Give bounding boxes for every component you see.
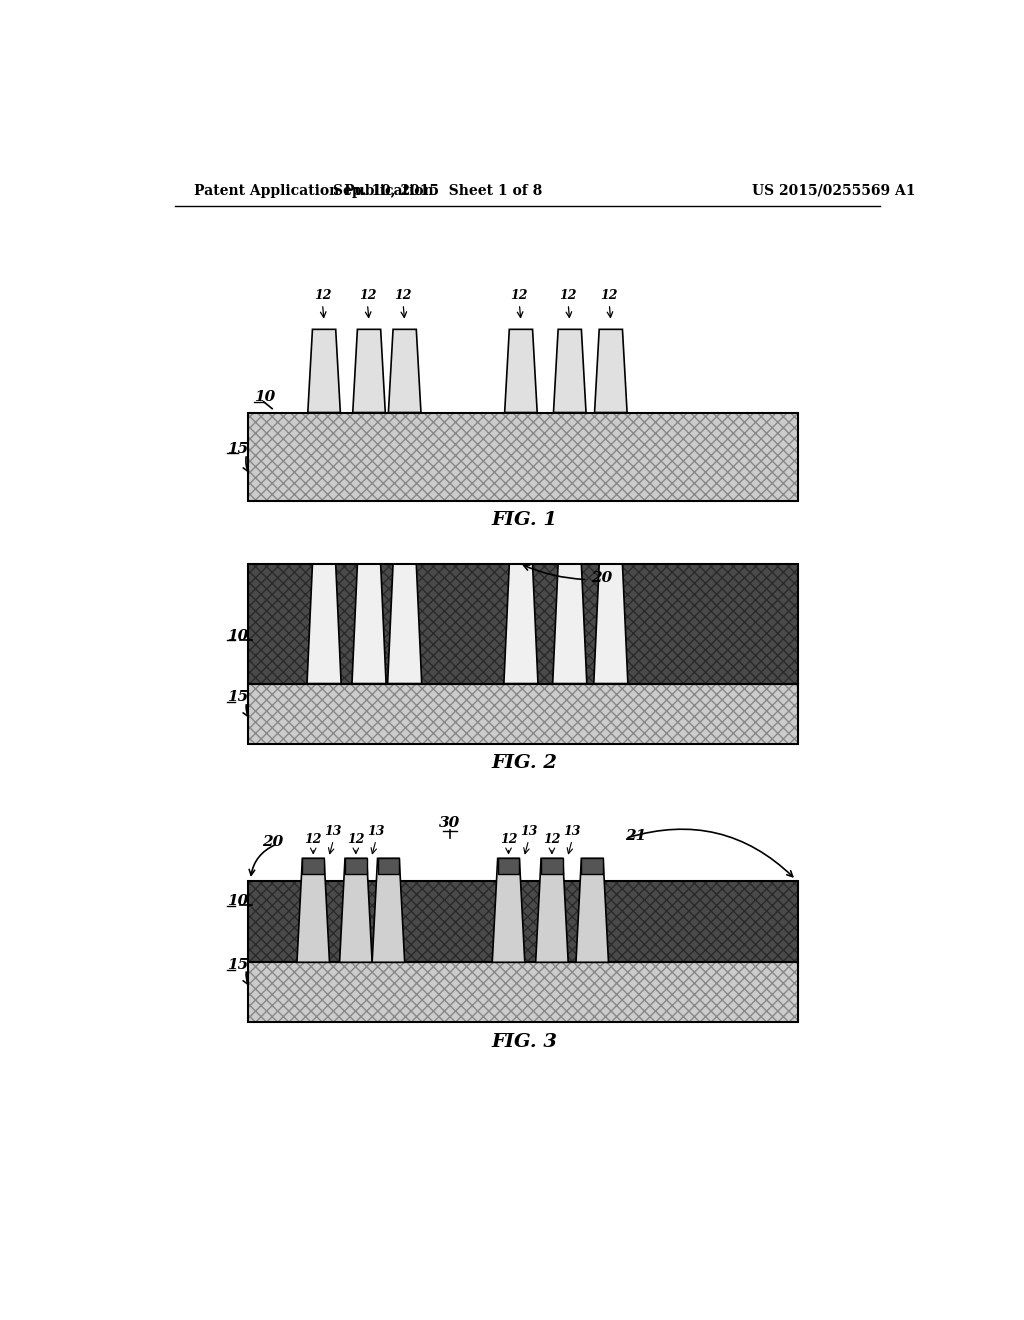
- Text: 12: 12: [500, 833, 517, 846]
- Bar: [248, 962, 799, 1022]
- Polygon shape: [554, 330, 586, 412]
- Bar: [248, 564, 799, 684]
- Bar: [248, 413, 799, 502]
- Text: FIG. 2: FIG. 2: [492, 754, 558, 772]
- Bar: [248, 684, 799, 743]
- Polygon shape: [505, 330, 538, 412]
- Bar: [248, 413, 799, 502]
- Text: 12: 12: [600, 289, 618, 302]
- Text: 12: 12: [543, 833, 561, 846]
- Text: 13: 13: [368, 825, 385, 838]
- Text: 13: 13: [563, 825, 581, 838]
- Text: 20: 20: [592, 572, 612, 585]
- Text: 13: 13: [520, 825, 538, 838]
- Polygon shape: [297, 858, 330, 962]
- Text: 21: 21: [626, 829, 647, 843]
- Polygon shape: [536, 858, 568, 962]
- Polygon shape: [372, 858, 404, 962]
- Polygon shape: [553, 564, 587, 684]
- Text: 30: 30: [439, 816, 460, 830]
- Bar: [248, 882, 799, 962]
- Polygon shape: [595, 330, 627, 412]
- Text: 12: 12: [313, 289, 332, 302]
- Bar: [498, 858, 519, 874]
- Bar: [345, 858, 367, 874]
- Text: 12: 12: [347, 833, 365, 846]
- Text: 12: 12: [511, 289, 528, 302]
- Polygon shape: [594, 564, 628, 684]
- Text: Sep. 10, 2015  Sheet 1 of 8: Sep. 10, 2015 Sheet 1 of 8: [334, 183, 543, 198]
- Polygon shape: [352, 564, 386, 684]
- Text: 12: 12: [304, 833, 322, 846]
- Polygon shape: [493, 858, 524, 962]
- Text: 12: 12: [358, 289, 376, 302]
- Text: 15: 15: [227, 958, 249, 973]
- Bar: [248, 962, 799, 1022]
- Polygon shape: [308, 330, 340, 412]
- Text: 10: 10: [254, 391, 274, 404]
- Text: 15: 15: [227, 442, 249, 455]
- Polygon shape: [388, 330, 421, 412]
- Bar: [248, 564, 799, 684]
- Bar: [302, 858, 324, 874]
- Polygon shape: [340, 858, 372, 962]
- Polygon shape: [352, 330, 385, 412]
- Text: 13: 13: [325, 825, 342, 838]
- Polygon shape: [575, 858, 608, 962]
- Text: 10: 10: [227, 895, 249, 908]
- Text: 10: 10: [227, 628, 249, 643]
- Text: 12: 12: [394, 289, 412, 302]
- Text: FIG. 1: FIG. 1: [492, 511, 558, 529]
- Bar: [582, 858, 603, 874]
- Bar: [248, 882, 799, 962]
- Polygon shape: [504, 564, 538, 684]
- Text: US 2015/0255569 A1: US 2015/0255569 A1: [752, 183, 915, 198]
- Text: 20: 20: [262, 836, 283, 849]
- Text: 15: 15: [227, 690, 249, 705]
- Polygon shape: [307, 564, 341, 684]
- Bar: [541, 858, 563, 874]
- Text: Patent Application Publication: Patent Application Publication: [194, 183, 433, 198]
- Text: 12: 12: [559, 289, 577, 302]
- Bar: [378, 858, 399, 874]
- Text: FIG. 3: FIG. 3: [492, 1032, 558, 1051]
- Bar: [248, 684, 799, 743]
- Polygon shape: [388, 564, 422, 684]
